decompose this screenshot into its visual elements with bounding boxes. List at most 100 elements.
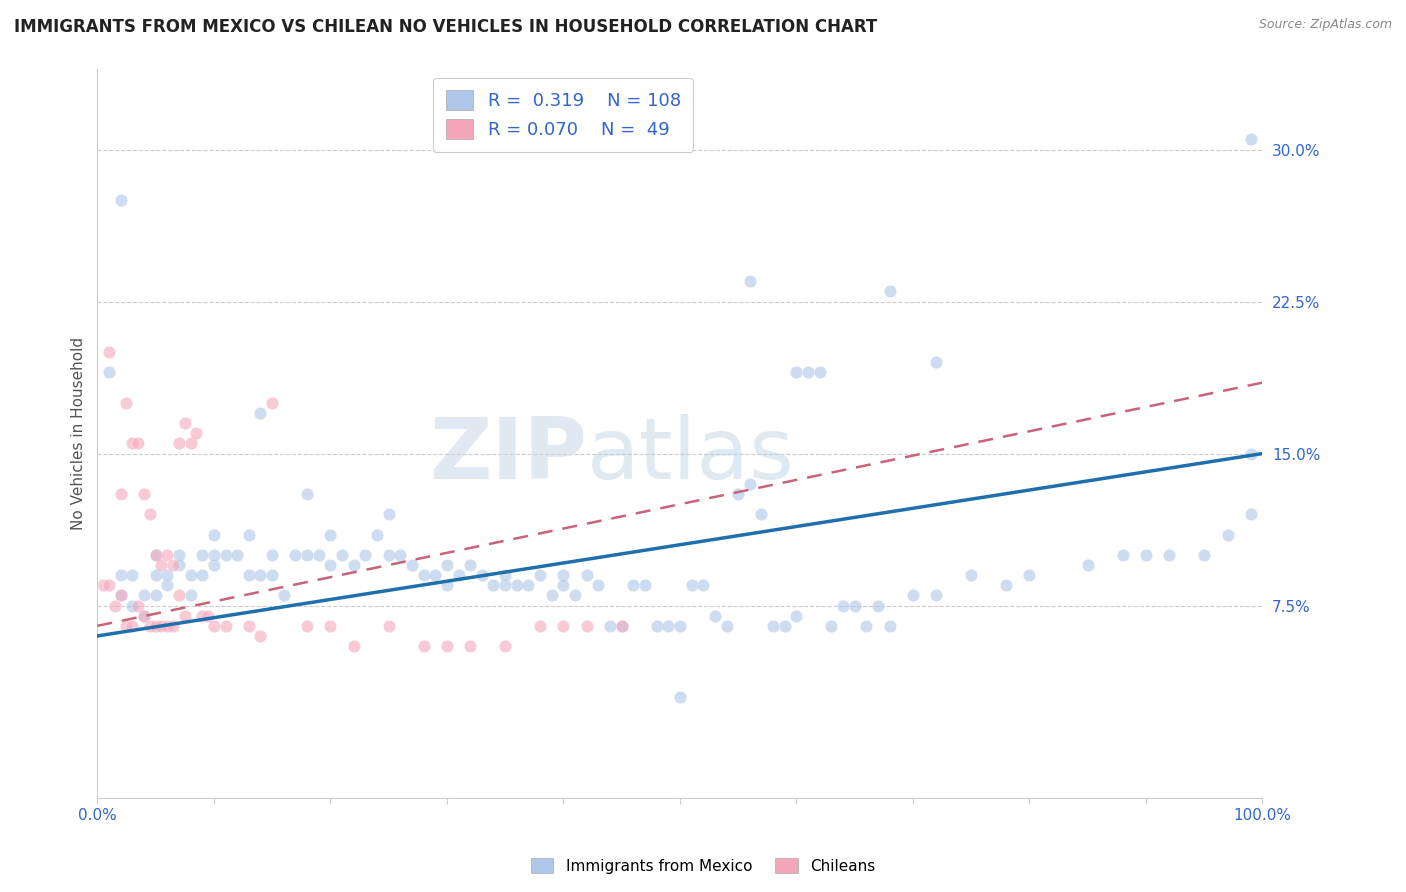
Point [1240, 508, 1263, 522]
Point [186, 426, 208, 441]
Text: Source: ZipAtlas.com: Source: ZipAtlas.com [1258, 18, 1392, 31]
Point [110, 193, 132, 207]
Point [517, 578, 540, 592]
Point [529, 619, 551, 633]
Point [797, 366, 820, 380]
Point [156, 568, 179, 582]
Point [295, 548, 318, 562]
Point [180, 568, 202, 582]
Point [575, 619, 598, 633]
Point [1159, 548, 1181, 562]
Point [553, 578, 575, 592]
Point [104, 599, 127, 613]
Point [238, 527, 260, 541]
Point [553, 568, 575, 582]
Point [249, 568, 271, 582]
Point [458, 639, 481, 653]
Point [156, 619, 179, 633]
Point [197, 608, 219, 623]
Y-axis label: No Vehicles in Household: No Vehicles in Household [72, 336, 86, 530]
Point [191, 548, 214, 562]
Point [191, 568, 214, 582]
Point [167, 558, 190, 572]
Point [785, 608, 807, 623]
Point [482, 578, 505, 592]
Point [377, 508, 399, 522]
Point [150, 619, 173, 633]
Point [91, 578, 114, 592]
Point [115, 619, 138, 633]
Point [669, 690, 692, 704]
Point [162, 558, 184, 572]
Point [377, 548, 399, 562]
Point [412, 639, 434, 653]
Point [458, 558, 481, 572]
Point [820, 619, 842, 633]
Point [167, 436, 190, 450]
Point [389, 548, 412, 562]
Point [156, 548, 179, 562]
Point [343, 639, 366, 653]
Point [284, 548, 307, 562]
Point [436, 639, 458, 653]
Point [401, 558, 423, 572]
Point [1240, 446, 1263, 460]
Point [494, 568, 516, 582]
Point [645, 619, 668, 633]
Point [447, 568, 470, 582]
Text: IMMIGRANTS FROM MEXICO VS CHILEAN NO VEHICLES IN HOUSEHOLD CORRELATION CHART: IMMIGRANTS FROM MEXICO VS CHILEAN NO VEH… [14, 18, 877, 36]
Point [262, 548, 284, 562]
Point [150, 558, 173, 572]
Point [115, 396, 138, 410]
Point [110, 589, 132, 603]
Point [692, 578, 714, 592]
Point [145, 619, 167, 633]
Point [121, 436, 143, 450]
Point [901, 589, 924, 603]
Point [145, 548, 167, 562]
Point [308, 548, 330, 562]
Point [167, 548, 190, 562]
Point [121, 619, 143, 633]
Point [180, 589, 202, 603]
Point [202, 558, 225, 572]
Point [471, 568, 494, 582]
Point [139, 619, 162, 633]
Point [773, 619, 796, 633]
Point [553, 619, 575, 633]
Point [173, 416, 195, 430]
Point [173, 608, 195, 623]
Point [610, 619, 633, 633]
Point [132, 608, 155, 623]
Point [319, 558, 342, 572]
Point [564, 589, 586, 603]
Point [262, 568, 284, 582]
Point [354, 548, 377, 562]
Point [436, 558, 458, 572]
Point [925, 355, 948, 369]
Point [214, 619, 236, 633]
Point [110, 589, 132, 603]
Point [191, 608, 214, 623]
Point [262, 396, 284, 410]
Point [1216, 527, 1239, 541]
Point [202, 527, 225, 541]
Point [145, 548, 167, 562]
Point [98, 578, 121, 592]
Point [132, 487, 155, 501]
Point [1111, 548, 1133, 562]
Point [167, 589, 190, 603]
Point [295, 487, 318, 501]
Point [202, 548, 225, 562]
Point [1018, 568, 1040, 582]
Point [681, 578, 703, 592]
Point [180, 436, 202, 450]
Point [494, 578, 516, 592]
Point [98, 366, 121, 380]
Point [319, 619, 342, 633]
Point [751, 508, 773, 522]
Point [273, 589, 295, 603]
Point [738, 477, 761, 491]
Point [110, 568, 132, 582]
Point [866, 599, 889, 613]
